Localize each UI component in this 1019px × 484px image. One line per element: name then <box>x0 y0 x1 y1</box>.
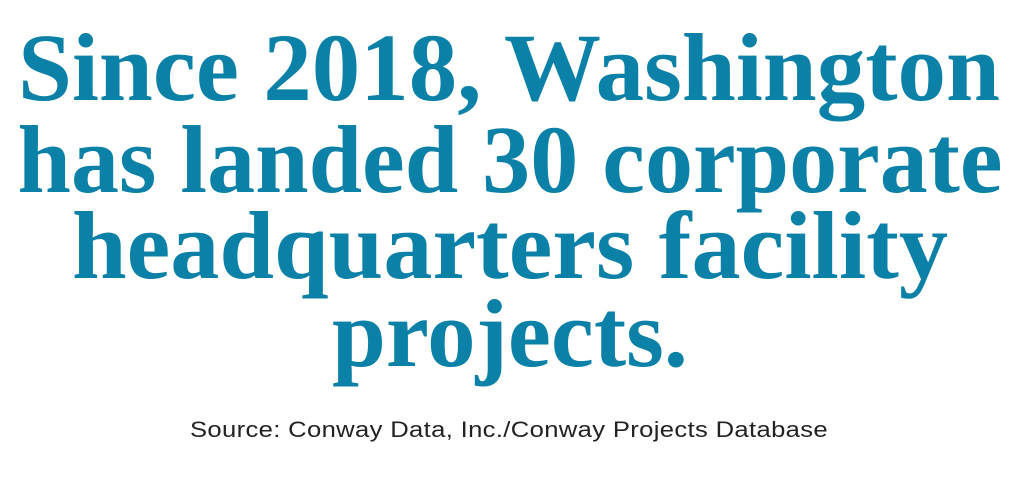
headline-line: headquarters facility <box>72 192 948 299</box>
headline-line: has landed 30 corporate <box>18 106 1003 213</box>
source-note: Source: Conway Data, Inc./Conway Project… <box>190 417 828 442</box>
headline-line: Since 2018, Washington <box>18 14 1000 121</box>
headline-line: projects. <box>332 280 688 387</box>
headline: Since 2018, Washington has landed 30 cor… <box>18 14 1003 387</box>
